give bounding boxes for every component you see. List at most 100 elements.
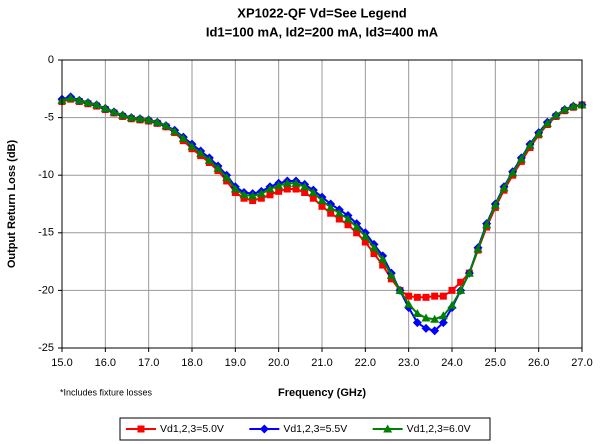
x-tick-label: 19.0 (225, 357, 246, 369)
marker (439, 292, 447, 300)
marker (464, 268, 474, 277)
y-tick-label: -20 (38, 284, 54, 296)
marker (308, 187, 318, 196)
marker (386, 270, 396, 279)
marker (482, 220, 492, 229)
marker (196, 148, 206, 157)
marker (412, 318, 422, 328)
y-tick-label: -5 (44, 112, 54, 124)
marker (257, 194, 265, 202)
marker (405, 292, 413, 300)
marker (370, 250, 378, 258)
marker (187, 141, 197, 150)
y-tick-label: -10 (38, 169, 54, 181)
marker (395, 285, 405, 294)
marker (309, 194, 317, 202)
marker (259, 424, 269, 434)
marker (457, 278, 465, 286)
marker (109, 107, 119, 116)
marker (222, 173, 232, 182)
marker (369, 243, 379, 252)
marker (74, 95, 84, 104)
marker (301, 188, 309, 196)
marker (448, 286, 456, 294)
marker (256, 189, 266, 198)
marker (430, 326, 440, 336)
marker (137, 425, 145, 433)
x-axis-title: Frequency (GHz) (278, 387, 366, 399)
marker (213, 163, 223, 172)
marker (83, 98, 93, 107)
annotation: *Includes fixture losses (60, 387, 153, 397)
marker (178, 133, 188, 142)
x-tick-label: 18.0 (181, 357, 202, 369)
marker (291, 178, 301, 187)
marker (421, 313, 431, 322)
legend-label: Vd1,2,3=6.0V (407, 423, 471, 435)
marker (360, 231, 370, 240)
marker (292, 185, 300, 193)
marker (404, 299, 414, 308)
marker (352, 222, 362, 231)
x-tick-label: 21.0 (311, 357, 332, 369)
marker (300, 182, 310, 191)
y-axis-title: Output Return Loss (dB) (6, 140, 18, 269)
marker (317, 196, 327, 205)
marker (430, 314, 440, 323)
marker (335, 215, 343, 223)
marker (152, 117, 162, 126)
marker (447, 300, 457, 309)
marker (118, 110, 128, 119)
x-tick-label: 16.0 (95, 357, 116, 369)
marker (456, 285, 466, 294)
marker (422, 293, 430, 301)
marker (327, 209, 335, 217)
marker (542, 118, 552, 127)
marker (383, 424, 393, 433)
x-tick-label: 17.0 (138, 357, 159, 369)
marker (92, 100, 102, 109)
x-tick-label: 27.0 (571, 357, 592, 369)
x-tick-label: 22.0 (355, 357, 376, 369)
x-tick-label: 15.0 (51, 357, 72, 369)
marker (499, 183, 509, 192)
marker (161, 121, 171, 130)
plot-border (61, 59, 583, 349)
marker (413, 293, 421, 301)
marker (568, 101, 578, 110)
legend-label: Vd1,2,3=5.0V (160, 423, 224, 435)
chart-subtitle: Id1=100 mA, Id2=200 mA, Id3=400 mA (206, 24, 439, 39)
marker (361, 238, 369, 246)
marker (516, 154, 526, 163)
marker (249, 197, 257, 205)
marker (266, 191, 274, 199)
marker (508, 168, 518, 177)
y-tick-label: -25 (38, 342, 54, 354)
chart-title: XP1022-QF Vd=See Legend (237, 5, 406, 20)
marker (66, 93, 76, 102)
marker (282, 178, 292, 187)
marker (170, 126, 180, 135)
x-tick-label: 26.0 (528, 357, 549, 369)
marker (248, 191, 258, 200)
marker (412, 308, 422, 317)
x-tick-label: 20.0 (268, 357, 289, 369)
marker (265, 184, 275, 193)
marker (274, 181, 284, 190)
y-tick-label: -15 (38, 227, 54, 239)
legend-label: Vd1,2,3=5.5V (283, 423, 347, 435)
marker (525, 140, 535, 149)
marker (560, 105, 570, 114)
legend-box (119, 417, 491, 441)
marker (100, 103, 110, 112)
x-tick-label: 25.0 (485, 357, 506, 369)
marker (534, 129, 544, 138)
y-tick-label: 0 (48, 54, 54, 66)
plot (57, 92, 587, 336)
marker (438, 311, 448, 320)
marker (551, 110, 561, 119)
x-tick-label: 23.0 (398, 357, 419, 369)
marker (334, 208, 344, 217)
marker (438, 318, 448, 328)
